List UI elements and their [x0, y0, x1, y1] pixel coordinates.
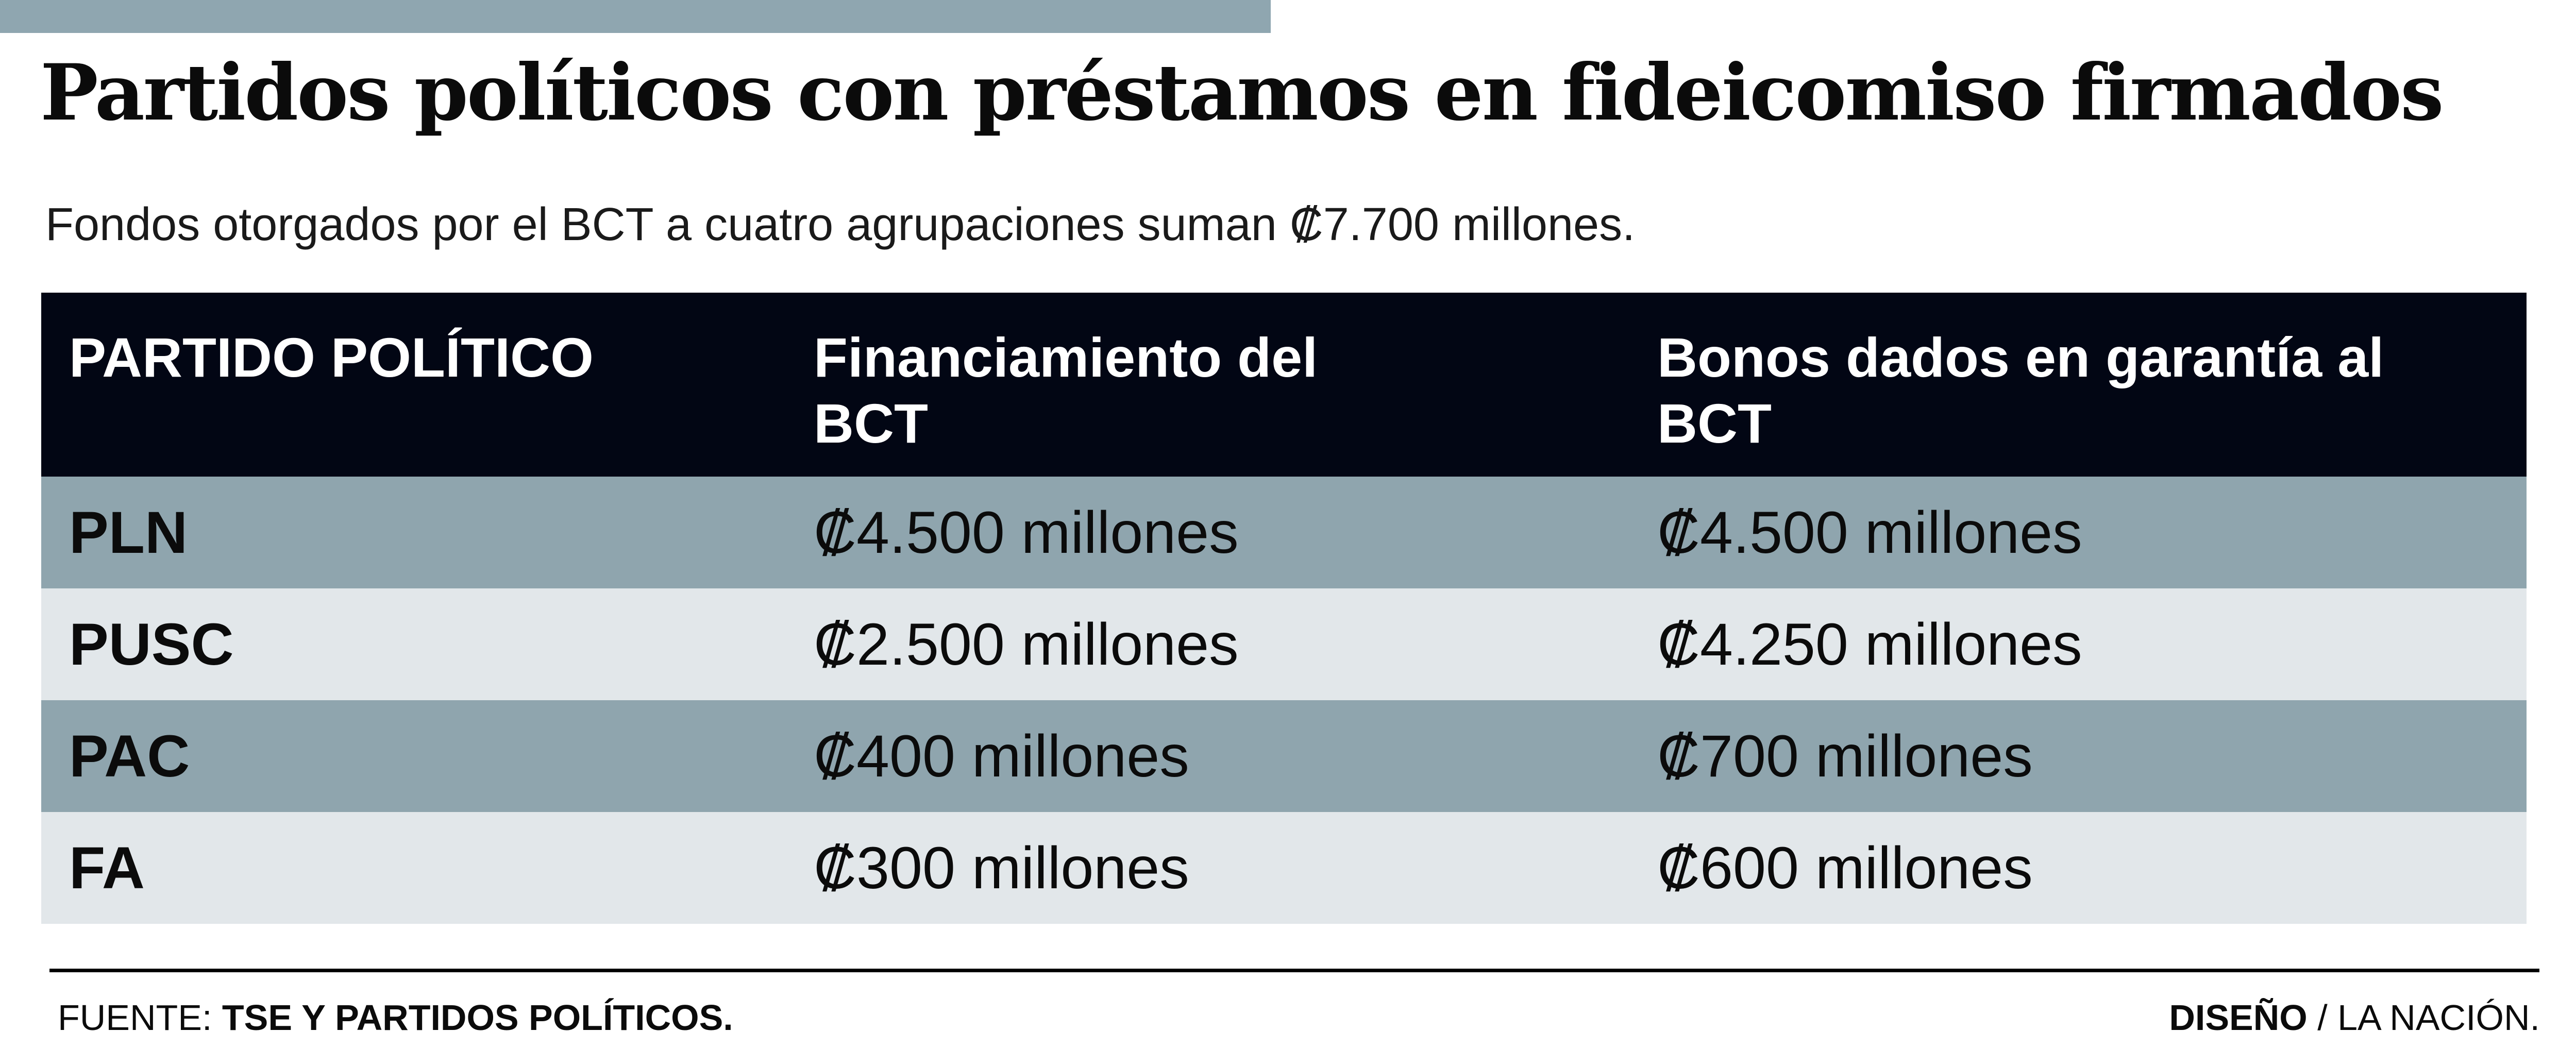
subtitle: Fondos otorgados por el BCT a cuatro agr…	[45, 199, 1636, 250]
table-row: PUSC ₡2.500 millones ₡4.250 millones	[41, 588, 2527, 700]
footer-divider	[49, 969, 2539, 972]
source-label: FUENTE:	[58, 998, 212, 1038]
bonds-cell: ₡4.250 millones	[1657, 611, 2082, 678]
table-row: PLN ₡4.500 millones ₡4.500 millones	[41, 477, 2527, 588]
party-cell: PUSC	[69, 611, 234, 678]
financing-cell: ₡4.500 millones	[814, 499, 1239, 566]
design-credit: DISEÑO / LA NACIÓN.	[2169, 997, 2540, 1038]
financing-cell: ₡400 millones	[814, 723, 1189, 789]
column-header-financing: Financiamiento del BCT	[814, 326, 1318, 454]
source-credit: FUENTE: TSE Y PARTIDOS POLÍTICOS.	[58, 997, 733, 1038]
party-cell: PAC	[69, 723, 190, 789]
table-row: PAC ₡400 millones ₡700 millones	[41, 700, 2527, 812]
design-value: / LA NACIÓN.	[2317, 998, 2540, 1038]
bonds-cell: ₡600 millones	[1657, 835, 2033, 901]
financing-cell: ₡300 millones	[814, 835, 1189, 901]
column-header-party: PARTIDO POLÍTICO	[69, 326, 594, 388]
bonds-cell: ₡700 millones	[1657, 723, 2033, 789]
party-cell: PLN	[69, 499, 188, 566]
table-header: PARTIDO POLÍTICO Financiamiento del BCT …	[41, 293, 2527, 477]
party-cell: FA	[69, 835, 145, 901]
accent-bar	[0, 0, 1271, 33]
table-row: FA ₡300 millones ₡600 millones	[41, 812, 2527, 924]
page-title: Partidos políticos con préstamos en fide…	[40, 47, 2444, 138]
financing-cell: ₡2.500 millones	[814, 611, 1239, 678]
bonds-cell: ₡4.500 millones	[1657, 499, 2082, 566]
source-value: TSE Y PARTIDOS POLÍTICOS.	[222, 998, 733, 1038]
parties-table: PARTIDO POLÍTICO Financiamiento del BCT …	[41, 293, 2527, 924]
column-header-bonds: Bonos dados en garantía al BCT	[1657, 326, 2384, 454]
design-label: DISEÑO	[2169, 998, 2308, 1038]
